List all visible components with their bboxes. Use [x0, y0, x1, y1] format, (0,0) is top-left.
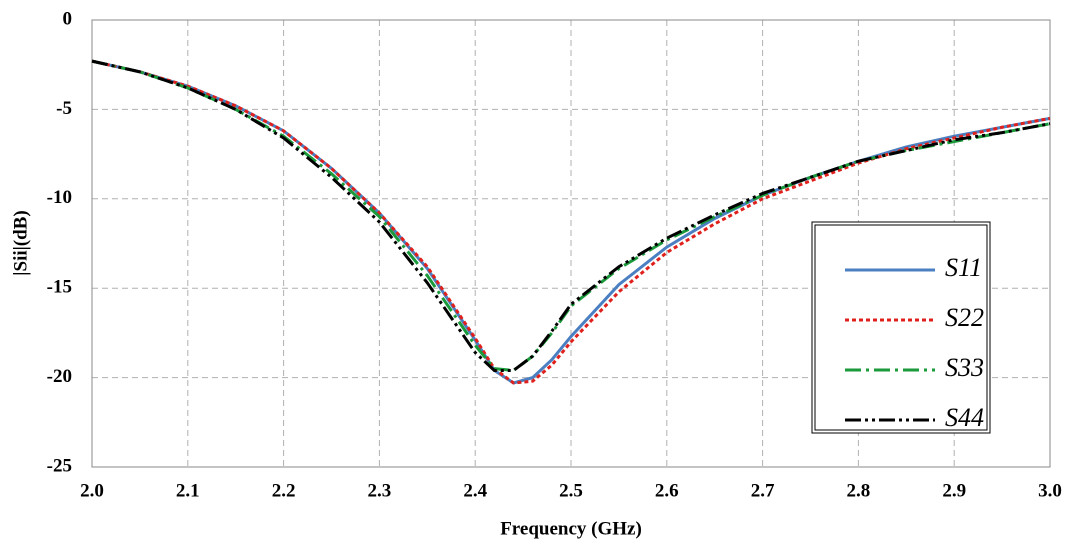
y-tick-label: -20	[47, 366, 72, 387]
legend-box	[811, 221, 991, 434]
x-tick-label: 2.9	[942, 480, 966, 501]
y-tick-label: -5	[56, 98, 72, 119]
x-tick-label: 3.0	[1038, 480, 1062, 501]
y-tick-label: 0	[63, 8, 73, 29]
y-axis-title: |Sii|(dB)	[10, 210, 31, 275]
x-tick-label: 2.7	[751, 480, 775, 501]
x-tick-label: 2.2	[272, 480, 296, 501]
legend-box-inner	[814, 224, 988, 431]
legend-label: S33	[945, 353, 984, 382]
legend-label: S11	[945, 253, 982, 282]
x-tick-label: 2.1	[176, 480, 200, 501]
x-tick-label: 2.0	[80, 480, 104, 501]
y-tick-label: -15	[47, 277, 72, 298]
x-tick-label: 2.8	[847, 480, 871, 501]
series-line	[91, 59, 1051, 372]
legend-label: S44	[945, 403, 984, 432]
x-tick-label: 2.4	[463, 480, 487, 501]
y-tick-label: -10	[47, 187, 72, 208]
x-tick-label: 2.6	[655, 480, 679, 501]
legend: S11 S22 S33 S44	[811, 221, 991, 434]
y-tick-label: -25	[47, 455, 72, 476]
plot-frame	[91, 19, 1051, 468]
x-axis-title: Frequency (GHz)	[500, 518, 642, 539]
x-tick-label: 2.5	[559, 480, 583, 501]
x-tick-label: 2.3	[368, 480, 392, 501]
legend-label: S22	[945, 303, 984, 332]
